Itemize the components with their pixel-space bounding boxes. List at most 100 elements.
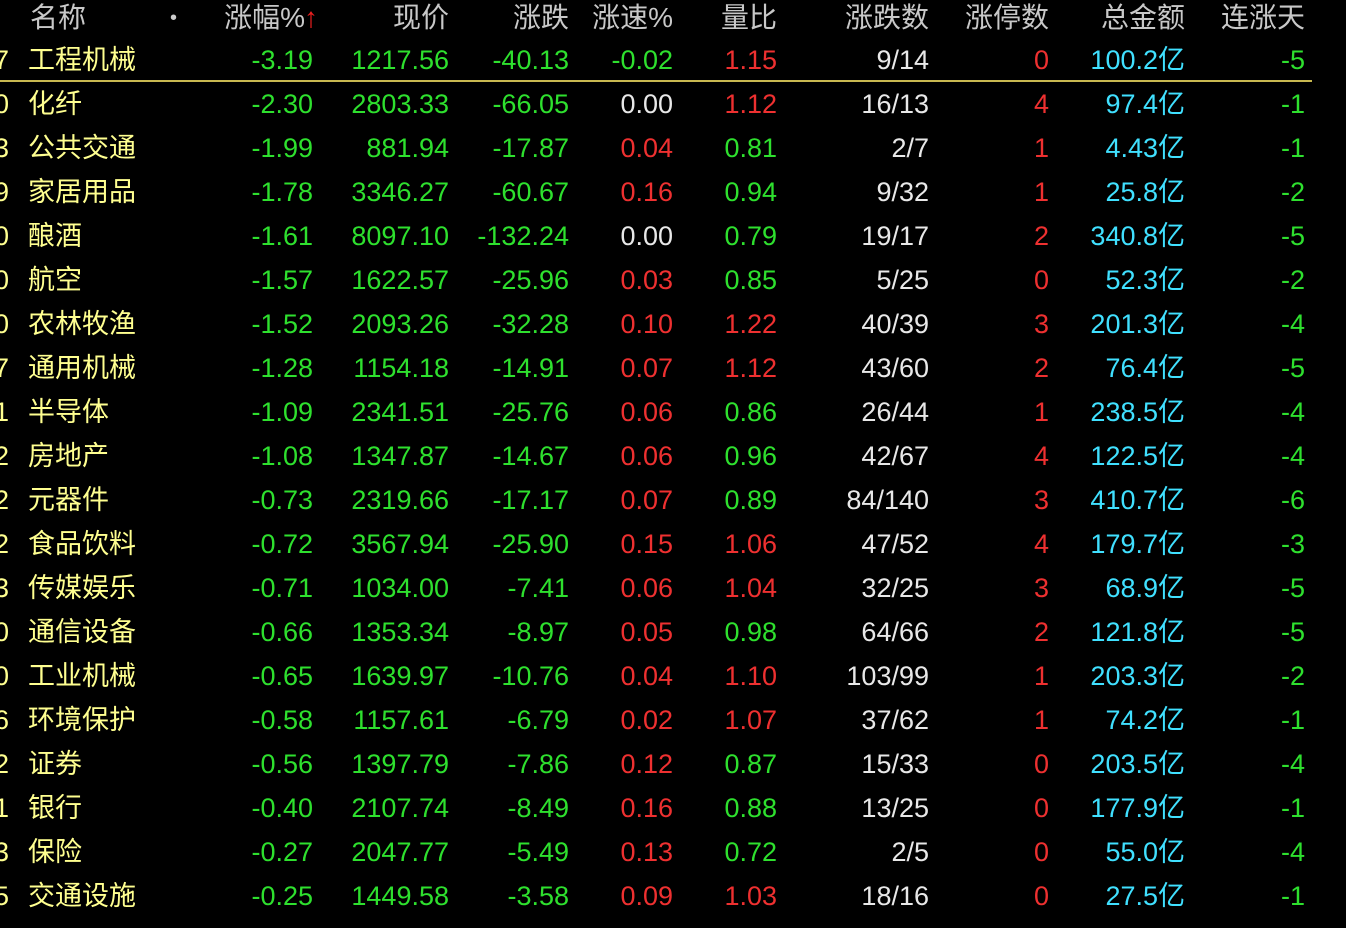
streak-days: -1 [1280, 133, 1305, 163]
speed: 0.06 [620, 397, 673, 427]
price: 1449.58 [351, 881, 449, 911]
table-row[interactable]: 6 环境保护 -0.58 1157.61 -6.79 0.02 1.07 37/62 1 74.2… [0, 698, 1346, 742]
sector-name: 工程机械 [28, 45, 136, 75]
up-down-count: 42/67 [861, 441, 929, 471]
up-down-count: 16/13 [861, 89, 929, 119]
volume-ratio: 0.96 [724, 441, 777, 471]
pct-change: -1.28 [251, 353, 313, 383]
change: -8.97 [507, 617, 569, 647]
speed: 0.04 [620, 133, 673, 163]
col-header-vol-ratio[interactable]: 量比 [720, 2, 777, 33]
table-row[interactable]: 2 房地产 -1.08 1347.87 -14.67 0.06 0.96 42/67 4 122.… [0, 434, 1346, 478]
volume-ratio: 1.06 [724, 529, 777, 559]
volume-ratio: 0.79 [724, 221, 777, 251]
col-header-amount[interactable]: 总金额 [1100, 2, 1185, 33]
volume-ratio: 0.86 [724, 397, 777, 427]
table-row[interactable]: 0 化纤 -2.30 2803.33 -66.05 0.00 1.12 16/13 4 97.4亿… [0, 82, 1346, 126]
up-down-count: 2/7 [891, 133, 929, 163]
pct-change: -1.78 [251, 177, 313, 207]
row-index: 0 [0, 309, 10, 339]
streak-days: -3 [1280, 529, 1305, 559]
pct-change: -1.08 [251, 441, 313, 471]
limit-up-count: 1 [1033, 705, 1049, 735]
table-row[interactable]: 1 银行 -0.40 2107.74 -8.49 0.16 0.88 13/25 0 177.9亿… [0, 786, 1346, 830]
up-down-count: 19/17 [861, 221, 929, 251]
col-header-speed[interactable]: 涨速% [592, 2, 673, 33]
sector-name: 化纤 [28, 89, 82, 119]
up-down-count: 37/62 [861, 705, 929, 735]
total-amount: 122.5亿 [1090, 441, 1185, 471]
price: 8097.10 [351, 221, 449, 251]
speed: 0.16 [620, 793, 673, 823]
price: 2341.51 [351, 397, 449, 427]
pct-change: -1.52 [251, 309, 313, 339]
col-header-pct[interactable]: 涨幅% [224, 2, 305, 33]
speed: 0.13 [620, 837, 673, 867]
volume-ratio: 1.04 [724, 573, 777, 603]
table-row[interactable]: 1 半导体 -1.09 2341.51 -25.76 0.06 0.86 26/44 1 238.… [0, 390, 1346, 434]
speed: 0.15 [620, 529, 673, 559]
limit-up-count: 3 [1033, 309, 1049, 339]
table-row[interactable]: 0 农林牧渔 -1.52 2093.26 -32.28 0.10 1.22 40/39 3 201… [0, 302, 1346, 346]
speed: 0.00 [620, 221, 673, 251]
up-down-count: 64/66 [861, 617, 929, 647]
price: 2093.26 [351, 309, 449, 339]
table-row[interactable]: 0 航空 -1.57 1622.57 -25.96 0.03 0.85 5/25 0 52.3亿 -… [0, 258, 1346, 302]
volume-ratio: 1.07 [724, 705, 777, 735]
up-down-count: 40/39 [861, 309, 929, 339]
table-row[interactable]: 9 家居用品 -1.78 3346.27 -60.67 0.16 0.94 9/32 1 25.8… [0, 170, 1346, 214]
limit-up-count: 0 [1033, 749, 1049, 779]
price: 2803.33 [351, 89, 449, 119]
col-header-price[interactable]: 现价 [392, 2, 449, 33]
up-down-count: 103/99 [846, 661, 929, 691]
row-index: 2 [0, 485, 10, 515]
table-row[interactable]: 3 保险 -0.27 2047.77 -5.49 0.13 0.72 2/5 0 55.0亿 -4 [0, 830, 1346, 874]
row-index: 0 [0, 617, 10, 647]
speed: 0.07 [620, 485, 673, 515]
change: -25.96 [492, 265, 569, 295]
volume-ratio: 0.72 [724, 837, 777, 867]
volume-ratio: 1.12 [724, 89, 777, 119]
up-down-count: 2/5 [891, 837, 929, 867]
table-row[interactable]: 2 证券 -0.56 1397.79 -7.86 0.12 0.87 15/33 0 203.5亿… [0, 742, 1346, 786]
row-index: 7 [0, 353, 10, 383]
table-row[interactable]: 0 酿酒 -1.61 8097.10 -132.24 0.00 0.79 19/17 2 340.… [0, 214, 1346, 258]
limit-up-count: 2 [1033, 353, 1049, 383]
total-amount: 177.9亿 [1090, 793, 1185, 823]
col-header-streak[interactable]: 连涨天 [1220, 2, 1305, 33]
col-header-chg[interactable]: 涨跌 [512, 2, 569, 33]
change: -132.24 [477, 221, 569, 251]
speed: 0.04 [620, 661, 673, 691]
table-row[interactable]: 2 食品饮料 -0.72 3567.94 -25.90 0.15 1.06 47/52 4 179… [0, 522, 1346, 566]
table-row[interactable]: 2 元器件 -0.73 2319.66 -17.17 0.07 0.89 84/140 3 410… [0, 478, 1346, 522]
change: -14.67 [492, 441, 569, 471]
sector-name: 银行 [28, 793, 82, 823]
pct-change: -3.19 [251, 45, 313, 75]
change: -5.49 [507, 837, 569, 867]
speed: 0.12 [620, 749, 673, 779]
col-header-name[interactable]: 名称 [30, 2, 87, 33]
table-row[interactable]: 3 公共交通 -1.99 881.94 -17.87 0.04 0.81 2/7 1 4.43亿 -… [0, 126, 1346, 170]
price: 1157.61 [353, 705, 449, 735]
limit-up-count: 3 [1033, 573, 1049, 603]
streak-days: -5 [1280, 353, 1305, 383]
limit-up-count: 2 [1033, 617, 1049, 647]
table-row[interactable]: 5 交通设施 -0.25 1449.58 -3.58 0.09 1.03 18/16 0 27.5… [0, 874, 1346, 918]
total-amount: 74.2亿 [1105, 705, 1185, 735]
col-header-limit-up[interactable]: 涨停数 [964, 2, 1049, 33]
speed: 0.00 [620, 89, 673, 119]
volume-ratio: 0.88 [724, 793, 777, 823]
volume-ratio: 0.94 [724, 177, 777, 207]
col-header-updown[interactable]: 涨跌数 [844, 2, 929, 33]
total-amount: 203.3亿 [1090, 661, 1185, 691]
table-row[interactable]: 3 传媒娱乐 -0.71 1034.00 -7.41 0.06 1.04 32/25 3 68.9… [0, 566, 1346, 610]
volume-ratio: 1.03 [724, 881, 777, 911]
pct-change: -0.66 [251, 617, 313, 647]
table-row[interactable]: 7 通用机械 -1.28 1154.18 -14.91 0.07 1.12 43/60 2 76.… [0, 346, 1346, 390]
volume-ratio: 1.22 [724, 309, 777, 339]
table-row[interactable]: 7 工程机械 -3.19 1217.56 -40.13 -0.02 1.15 9/14 0 100… [0, 38, 1346, 82]
volume-ratio: 0.87 [724, 749, 777, 779]
table-row[interactable]: 0 工业机械 -0.65 1639.97 -10.76 0.04 1.10 103/99 1 20… [0, 654, 1346, 698]
sector-name: 通用机械 [28, 353, 136, 383]
table-row[interactable]: 0 通信设备 -0.66 1353.34 -8.97 0.05 0.98 64/66 2 121.… [0, 610, 1346, 654]
